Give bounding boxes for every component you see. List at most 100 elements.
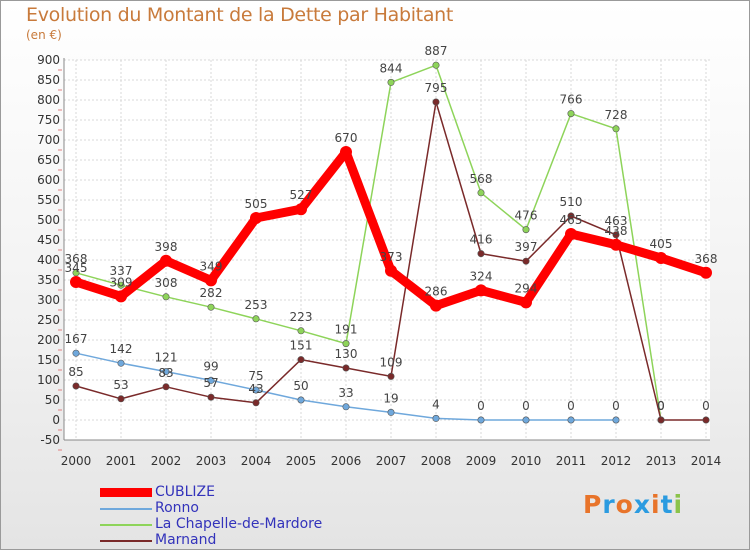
data-point (162, 293, 170, 301)
data-label: 337 (110, 264, 133, 278)
data-label: 167 (65, 332, 88, 346)
data-point (252, 399, 260, 407)
x-tick-label: 2011 (556, 454, 587, 468)
y-tick-label: 150 (37, 353, 60, 367)
y-tick-label: 750 (37, 113, 60, 127)
x-tick-label: 2008 (421, 454, 452, 468)
y-tick-label: 500 (37, 213, 60, 227)
data-point (387, 372, 395, 380)
data-label: 142 (110, 342, 133, 356)
data-label: 510 (560, 195, 583, 209)
data-label: 368 (65, 252, 88, 266)
legend-label: La Chapelle-de-Mardore (155, 516, 323, 532)
data-point (430, 299, 442, 312)
data-label: 465 (560, 213, 583, 227)
y-tick-label: 900 (37, 53, 60, 67)
logo-letter: x (633, 490, 651, 519)
data-point (655, 252, 667, 264)
data-label: 253 (245, 298, 268, 312)
logo-letter: i (651, 490, 661, 519)
data-label: 19 (383, 391, 398, 405)
data-label: 109 (380, 355, 403, 369)
x-tick-label: 2007 (376, 454, 407, 468)
data-label: 50 (293, 379, 308, 393)
legend-item: CUBLIZE (100, 484, 400, 500)
legend-swatch (100, 508, 152, 510)
data-label: 85 (68, 365, 83, 379)
chart-title: Evolution du Montant de la Dette par Hab… (26, 4, 454, 26)
logo-letter: P (583, 490, 603, 519)
data-label: 373 (380, 250, 403, 264)
data-label: 294 (515, 281, 538, 295)
data-point (432, 61, 440, 69)
data-point (162, 368, 170, 376)
legend-item: La Chapelle-de-Mardore (100, 516, 400, 532)
y-tick-label: 600 (37, 173, 60, 187)
data-label: 349 (200, 259, 223, 273)
x-tick-label: 2009 (466, 454, 497, 468)
data-label: 463 (605, 214, 628, 228)
data-label: 121 (155, 351, 178, 365)
y-tick-label: 100 (37, 373, 60, 387)
proxiti-logo: Proxiti (583, 490, 683, 519)
x-tick-label: 2010 (511, 454, 542, 468)
data-label: 53 (113, 378, 128, 392)
data-label: 0 (522, 399, 530, 413)
data-label: 324 (470, 269, 493, 283)
y-tick-label: 350 (37, 273, 60, 287)
data-label: 57 (203, 376, 218, 390)
data-label: 438 (605, 224, 628, 238)
x-tick-label: 2012 (601, 454, 632, 468)
data-point (567, 212, 575, 220)
data-point (610, 238, 622, 251)
y-tick-label: -50 (40, 433, 60, 447)
y-tick-label: 0 (52, 413, 60, 427)
data-point (162, 383, 170, 391)
logo-letter: o (615, 490, 634, 519)
data-point (207, 303, 215, 311)
data-point (342, 340, 350, 348)
data-point (567, 416, 575, 424)
data-label: 99 (203, 359, 218, 373)
data-point (207, 376, 215, 384)
data-point (385, 264, 397, 277)
data-label: 766 (560, 93, 583, 107)
data-label: 0 (657, 399, 665, 413)
data-point (297, 356, 305, 364)
data-point (297, 327, 305, 335)
legend-label: Ronno (155, 500, 199, 516)
data-point (117, 359, 125, 367)
data-label: 398 (155, 240, 178, 254)
data-point (297, 396, 305, 404)
data-point (432, 98, 440, 106)
data-point (72, 349, 80, 357)
data-point (477, 189, 485, 197)
x-tick-label: 2003 (196, 454, 227, 468)
data-point (612, 125, 620, 133)
data-label: 33 (338, 386, 353, 400)
x-tick-label: 2000 (61, 454, 92, 468)
legend-swatch (100, 488, 152, 497)
data-point (432, 414, 440, 422)
data-label: 476 (515, 209, 538, 223)
data-point (612, 416, 620, 424)
data-point (340, 146, 352, 158)
y-tick-label: 850 (37, 73, 60, 87)
data-point (207, 393, 215, 401)
data-point (342, 403, 350, 411)
y-tick-label: 250 (37, 313, 60, 327)
data-point (72, 269, 80, 277)
data-point (252, 315, 260, 323)
data-point (522, 226, 530, 234)
x-tick-label: 2002 (151, 454, 182, 468)
data-label: 568 (470, 172, 493, 186)
logo-letter: t (660, 490, 674, 519)
legend-item: Ronno (100, 500, 400, 516)
logo-letter: i (673, 490, 684, 519)
data-point (567, 110, 575, 118)
data-label: 670 (335, 131, 358, 145)
y-tick-label: 650 (37, 153, 60, 167)
x-tick-label: 2004 (241, 454, 272, 468)
chart-unit: (en €) (26, 28, 62, 42)
data-label: 286 (425, 285, 448, 299)
